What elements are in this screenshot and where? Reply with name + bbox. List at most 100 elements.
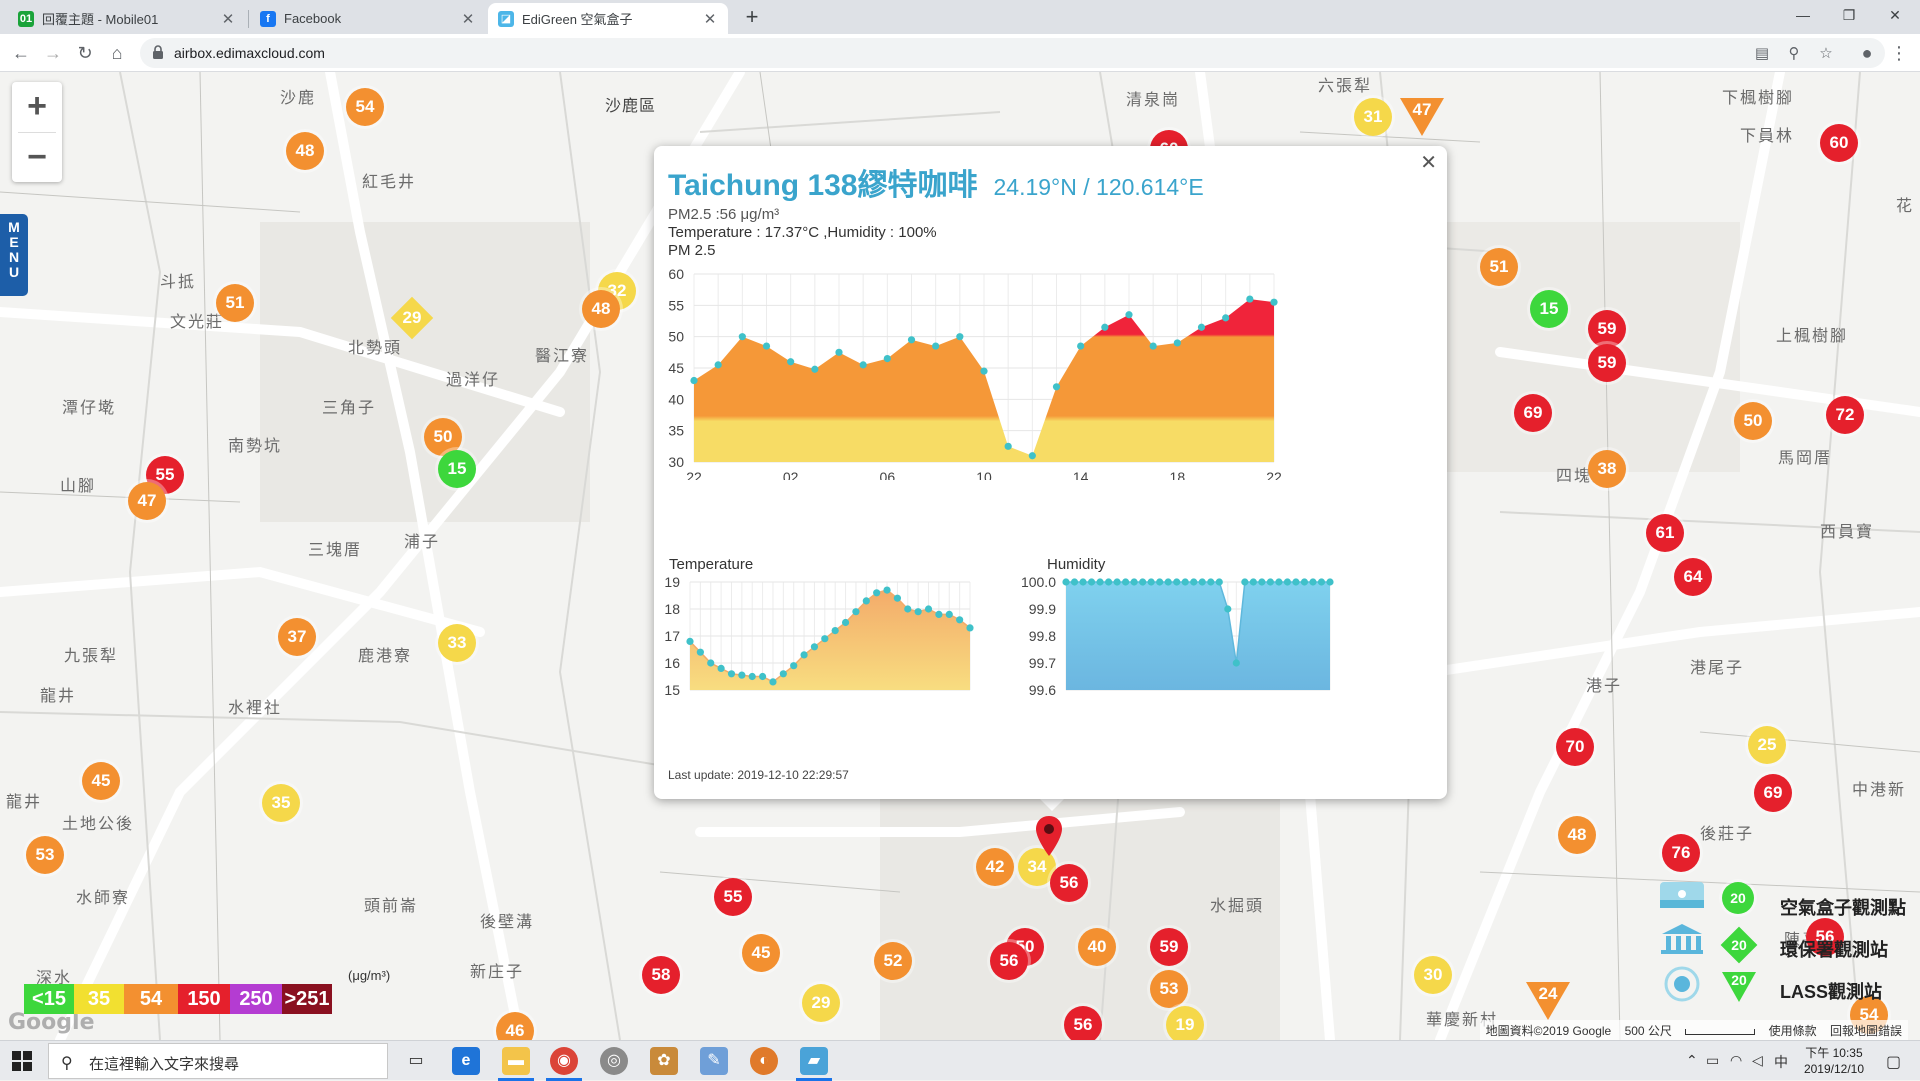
lass-station-marker[interactable]: [1526, 982, 1570, 1020]
data-point[interactable]: [862, 597, 870, 605]
airbox-marker[interactable]: 69: [1514, 394, 1552, 432]
data-point[interactable]: [1309, 578, 1317, 586]
data-point[interactable]: [859, 361, 867, 369]
data-point[interactable]: [787, 358, 795, 366]
data-point[interactable]: [714, 361, 722, 369]
data-point[interactable]: [1222, 314, 1230, 322]
data-point[interactable]: [1198, 578, 1206, 586]
data-point[interactable]: [1317, 578, 1326, 586]
data-point[interactable]: [1326, 578, 1334, 586]
airbox-marker[interactable]: 31: [1354, 98, 1392, 136]
terms-link[interactable]: 使用條款: [1768, 1024, 1817, 1038]
data-point[interactable]: [1139, 578, 1147, 586]
airbox-marker[interactable]: 64: [1674, 558, 1712, 596]
data-point[interactable]: [811, 365, 819, 373]
data-point[interactable]: [1104, 578, 1113, 586]
airbox-marker[interactable]: 47: [128, 482, 166, 520]
data-point[interactable]: [1156, 578, 1164, 586]
lass-station-marker[interactable]: [1400, 98, 1444, 136]
airbox-marker[interactable]: 56: [990, 942, 1028, 980]
data-point[interactable]: [1181, 578, 1189, 586]
data-point[interactable]: [956, 333, 964, 341]
windows-start-icon[interactable]: [12, 1051, 32, 1071]
wifi-icon[interactable]: ◠: [1730, 1052, 1743, 1068]
notification-icon[interactable]: ▢: [1886, 1054, 1902, 1071]
data-point[interactable]: [1283, 578, 1292, 586]
data-point[interactable]: [762, 342, 771, 350]
data-point[interactable]: [1070, 578, 1079, 586]
tab-edigreen[interactable]: ◪ EdiGreen 空氣盒子 ✕: [488, 3, 728, 34]
data-point[interactable]: [727, 670, 736, 678]
data-point[interactable]: [841, 618, 850, 627]
close-icon[interactable]: ✕: [221, 10, 235, 28]
data-point[interactable]: [1113, 578, 1121, 586]
zoom-out-button[interactable]: −: [27, 138, 47, 176]
close-icon[interactable]: ✕: [703, 10, 717, 28]
airbox-marker[interactable]: 58: [642, 956, 680, 994]
airbox-marker[interactable]: 50: [424, 418, 462, 456]
data-point[interactable]: [779, 670, 787, 678]
airbox-marker[interactable]: 15: [1530, 290, 1568, 328]
airbox-marker[interactable]: 50: [1734, 402, 1772, 440]
data-point[interactable]: [690, 376, 698, 385]
translate-icon[interactable]: ▤: [1754, 45, 1770, 62]
data-point[interactable]: [932, 342, 940, 350]
airbox-marker[interactable]: 60: [1820, 124, 1858, 162]
airbox-marker[interactable]: 69: [1754, 774, 1792, 812]
data-point[interactable]: [1087, 578, 1096, 586]
home-button[interactable]: ⌂: [111, 43, 123, 63]
airbox-marker[interactable]: 59: [1150, 928, 1188, 966]
app-icon[interactable]: ✎: [700, 1047, 728, 1075]
data-point[interactable]: [758, 672, 767, 681]
airbox-marker[interactable]: 72: [1826, 396, 1864, 434]
airbox-marker[interactable]: 38: [1588, 450, 1626, 488]
airbox-marker[interactable]: 53: [1150, 970, 1188, 1008]
report-map-error-link[interactable]: 回報地圖錯誤: [1829, 1024, 1902, 1038]
close-icon[interactable]: ✕: [1420, 152, 1437, 174]
temperature-chart[interactable]: 19 18 17 16 15: [654, 566, 1054, 746]
data-point[interactable]: [1207, 578, 1215, 586]
data-point[interactable]: [1215, 578, 1223, 586]
airbox-marker[interactable]: 61: [1646, 514, 1684, 552]
tab-facebook[interactable]: f Facebook ✕: [250, 3, 486, 34]
airbox-marker[interactable]: 51: [1480, 248, 1518, 286]
forward-button[interactable]: →: [44, 43, 62, 63]
airbox-marker[interactable]: 19: [1166, 1006, 1204, 1040]
data-point[interactable]: [707, 659, 715, 667]
zoom-icon[interactable]: ⚲: [1788, 45, 1800, 62]
close-icon[interactable]: ✕: [461, 10, 475, 28]
data-point[interactable]: [1077, 342, 1085, 350]
airbox-marker[interactable]: 35: [262, 784, 300, 822]
data-point[interactable]: [1266, 578, 1274, 586]
data-point[interactable]: [821, 635, 829, 643]
more-menu-icon[interactable]: ⋮: [1890, 43, 1908, 63]
chrome-icon[interactable]: ◉: [550, 1047, 578, 1075]
airbox-marker[interactable]: 55: [714, 878, 752, 916]
data-point[interactable]: [935, 610, 943, 618]
data-point[interactable]: [1079, 578, 1087, 586]
app-icon[interactable]: ◐: [750, 1047, 778, 1075]
edge-icon[interactable]: e: [452, 1047, 480, 1075]
data-point[interactable]: [1224, 605, 1232, 613]
data-point[interactable]: [852, 608, 860, 616]
address-bar[interactable]: airbox.edimaxcloud.com ▤ ⚲ ☆: [140, 38, 1885, 68]
airbox-marker[interactable]: 37: [278, 618, 316, 656]
airbox-marker[interactable]: 45: [82, 762, 120, 800]
data-point[interactable]: [1147, 578, 1155, 586]
data-point[interactable]: [1062, 578, 1070, 586]
data-point[interactable]: [904, 605, 912, 613]
data-point[interactable]: [1258, 578, 1266, 586]
reload-button[interactable]: ↻: [77, 43, 93, 63]
airbox-marker[interactable]: 53: [26, 836, 64, 874]
data-point[interactable]: [738, 671, 746, 679]
location-pin-icon[interactable]: [1034, 814, 1064, 858]
data-point[interactable]: [1270, 298, 1278, 306]
data-point[interactable]: [893, 594, 902, 602]
airbox-marker[interactable]: 54: [346, 88, 384, 126]
airbox-marker[interactable]: 40: [1078, 928, 1116, 966]
back-button[interactable]: ←: [12, 43, 30, 63]
airbox-marker[interactable]: 76: [1662, 834, 1700, 872]
data-point[interactable]: [1197, 323, 1206, 331]
file-explorer-icon[interactable]: ▬: [502, 1047, 530, 1075]
